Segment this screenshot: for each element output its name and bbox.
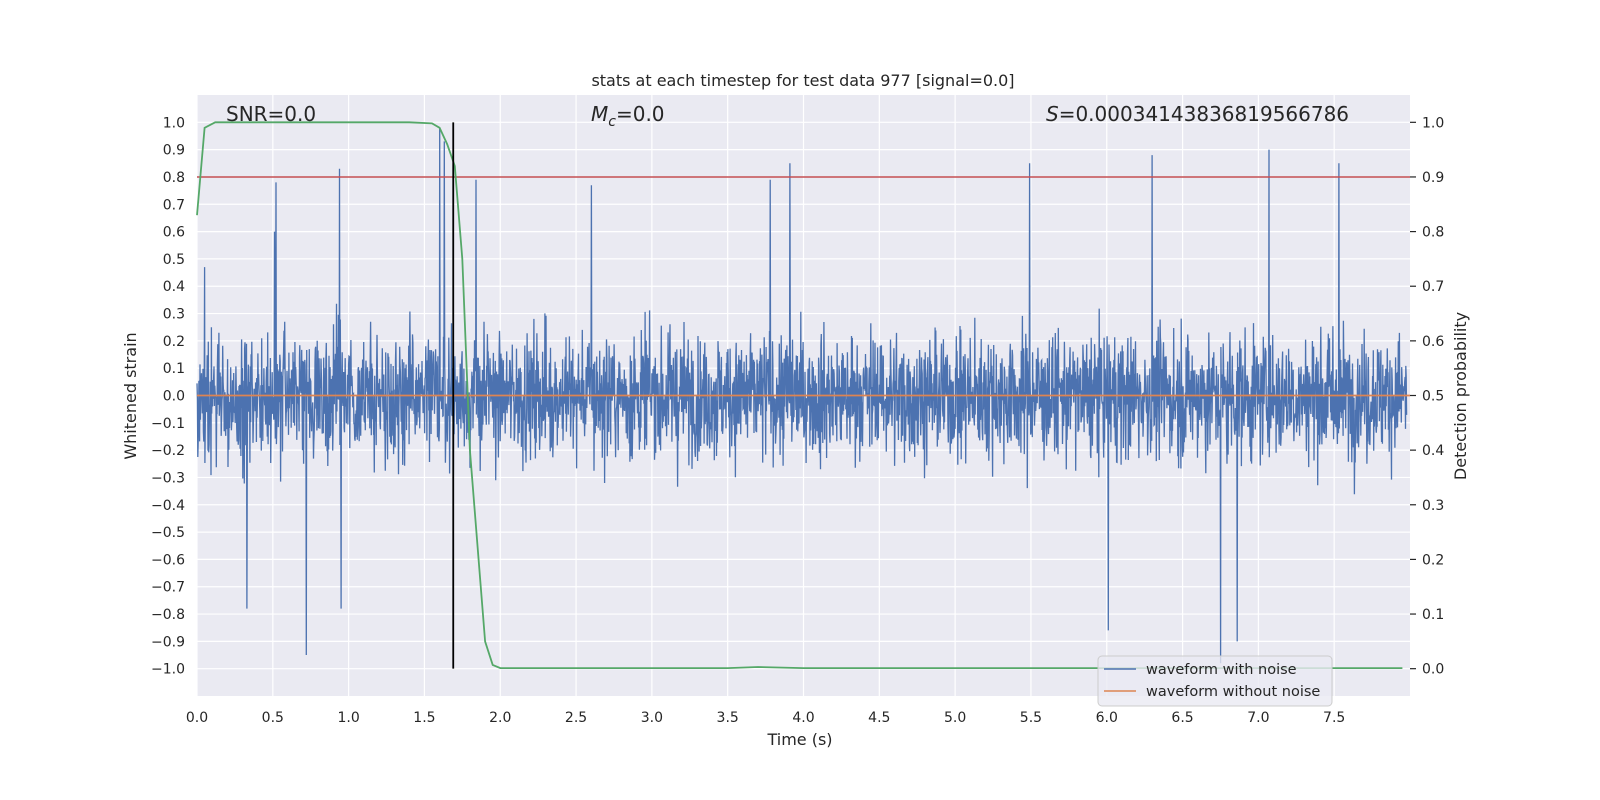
y2-tick-label: 0.9 [1422, 170, 1444, 186]
snr-annotation: SNR=0.0 [226, 102, 316, 126]
y-tick-label: 0.8 [163, 170, 185, 186]
mc-subscript: c [608, 114, 616, 130]
y2-tick-label: 0.0 [1422, 662, 1444, 678]
y-tick-label: 0.3 [163, 307, 185, 323]
x-tick-label: 3.0 [641, 710, 663, 726]
chirp-mass-annotation: Mc=0.0 [591, 102, 665, 130]
y-tick-label: −1.0 [151, 662, 185, 678]
x-axis-ticks: 0.0 0.5 1.0 1.5 2.0 2.5 3.0 3.5 4.0 4.5 5.0 5.5 6.0 6… [186, 710, 1345, 726]
y2-tick-label: 0.6 [1422, 334, 1444, 350]
x-tick-label: 4.0 [792, 710, 814, 726]
y-tick-label: −0.5 [151, 525, 185, 541]
legend: waveform with noise waveform without noi… [1097, 655, 1333, 707]
probability-curve [196, 121, 1403, 669]
y2-tick-label: 0.2 [1422, 552, 1444, 568]
x-tick-label: 7.0 [1247, 710, 1269, 726]
y-tick-label: 0.5 [163, 252, 185, 268]
x-tick-label: 6.0 [1096, 710, 1118, 726]
y2-tick-label: 0.4 [1422, 443, 1444, 459]
y2-tick-label: 0.8 [1422, 225, 1444, 241]
x-tick-label: 5.5 [1020, 710, 1042, 726]
y-tick-label: −0.9 [151, 634, 185, 650]
y-tick-label: −0.6 [151, 552, 185, 568]
x-tick-label: 3.5 [717, 710, 739, 726]
x-tick-label: 4.5 [868, 710, 890, 726]
x-tick-label: 1.5 [413, 710, 435, 726]
y-tick-label: −0.3 [151, 470, 185, 486]
x-tick-label: 7.5 [1323, 710, 1345, 726]
y-tick-label: 0.0 [163, 389, 185, 405]
y-axis-label: Whitened strain [121, 332, 140, 459]
y2-tick-label: 0.7 [1422, 279, 1444, 295]
legend-label-clean: waveform without noise [1146, 684, 1320, 700]
y2-axis-label: Detection probability [1451, 312, 1470, 480]
y-tick-label: −0.7 [151, 580, 185, 596]
y-axis-right-ticks: 1.0 0.9 0.8 0.7 0.6 0.5 0.4 0.3 0.2 0.1 0.0 [1410, 115, 1444, 678]
chart-title: stats at each timestep for test data 977… [591, 71, 1014, 90]
mc-symbol: M [591, 102, 608, 126]
y-tick-label: 0.4 [163, 279, 185, 295]
x-tick-label: 5.0 [944, 710, 966, 726]
legend-box [1097, 655, 1333, 707]
legend-label-noise: waveform with noise [1146, 662, 1297, 678]
y-tick-label: −0.4 [151, 498, 185, 514]
y-tick-label: 1.0 [163, 115, 185, 131]
x-tick-label: 2.0 [489, 710, 511, 726]
x-tick-label: 0.5 [262, 710, 284, 726]
y-tick-label: 0.7 [163, 197, 185, 213]
y2-tick-label: 0.3 [1422, 498, 1444, 514]
y2-tick-label: 1.0 [1422, 115, 1444, 131]
x-axis-label: Time (s) [766, 730, 832, 749]
y2-tick-label: 0.1 [1422, 607, 1444, 623]
y-tick-label: 0.2 [163, 334, 185, 350]
s-value: =0.00034143836819566786 [1059, 102, 1349, 126]
x-tick-label: 0.0 [186, 710, 208, 726]
s-symbol: S [1046, 102, 1059, 126]
y-tick-label: 0.6 [163, 225, 185, 241]
x-tick-label: 1.0 [337, 710, 359, 726]
mc-value: =0.0 [616, 102, 665, 126]
y-tick-label: −0.2 [151, 443, 185, 459]
x-tick-label: 6.5 [1171, 710, 1193, 726]
y-tick-label: 0.9 [163, 143, 185, 159]
s-annotation: S=0.00034143836819566786 [1046, 102, 1349, 126]
y-tick-label: 0.1 [163, 361, 185, 377]
y-tick-label: −0.8 [151, 607, 185, 623]
y-tick-label: −0.1 [151, 416, 185, 432]
series-detection-probability [196, 121, 1403, 669]
y2-tick-label: 0.5 [1422, 389, 1444, 405]
y-axis-left-ticks: 1.0 0.9 0.8 0.7 0.6 0.5 0.4 0.3 0.2 0.1 0.0 −0.1 −0.… [151, 115, 185, 677]
x-tick-label: 2.5 [565, 710, 587, 726]
